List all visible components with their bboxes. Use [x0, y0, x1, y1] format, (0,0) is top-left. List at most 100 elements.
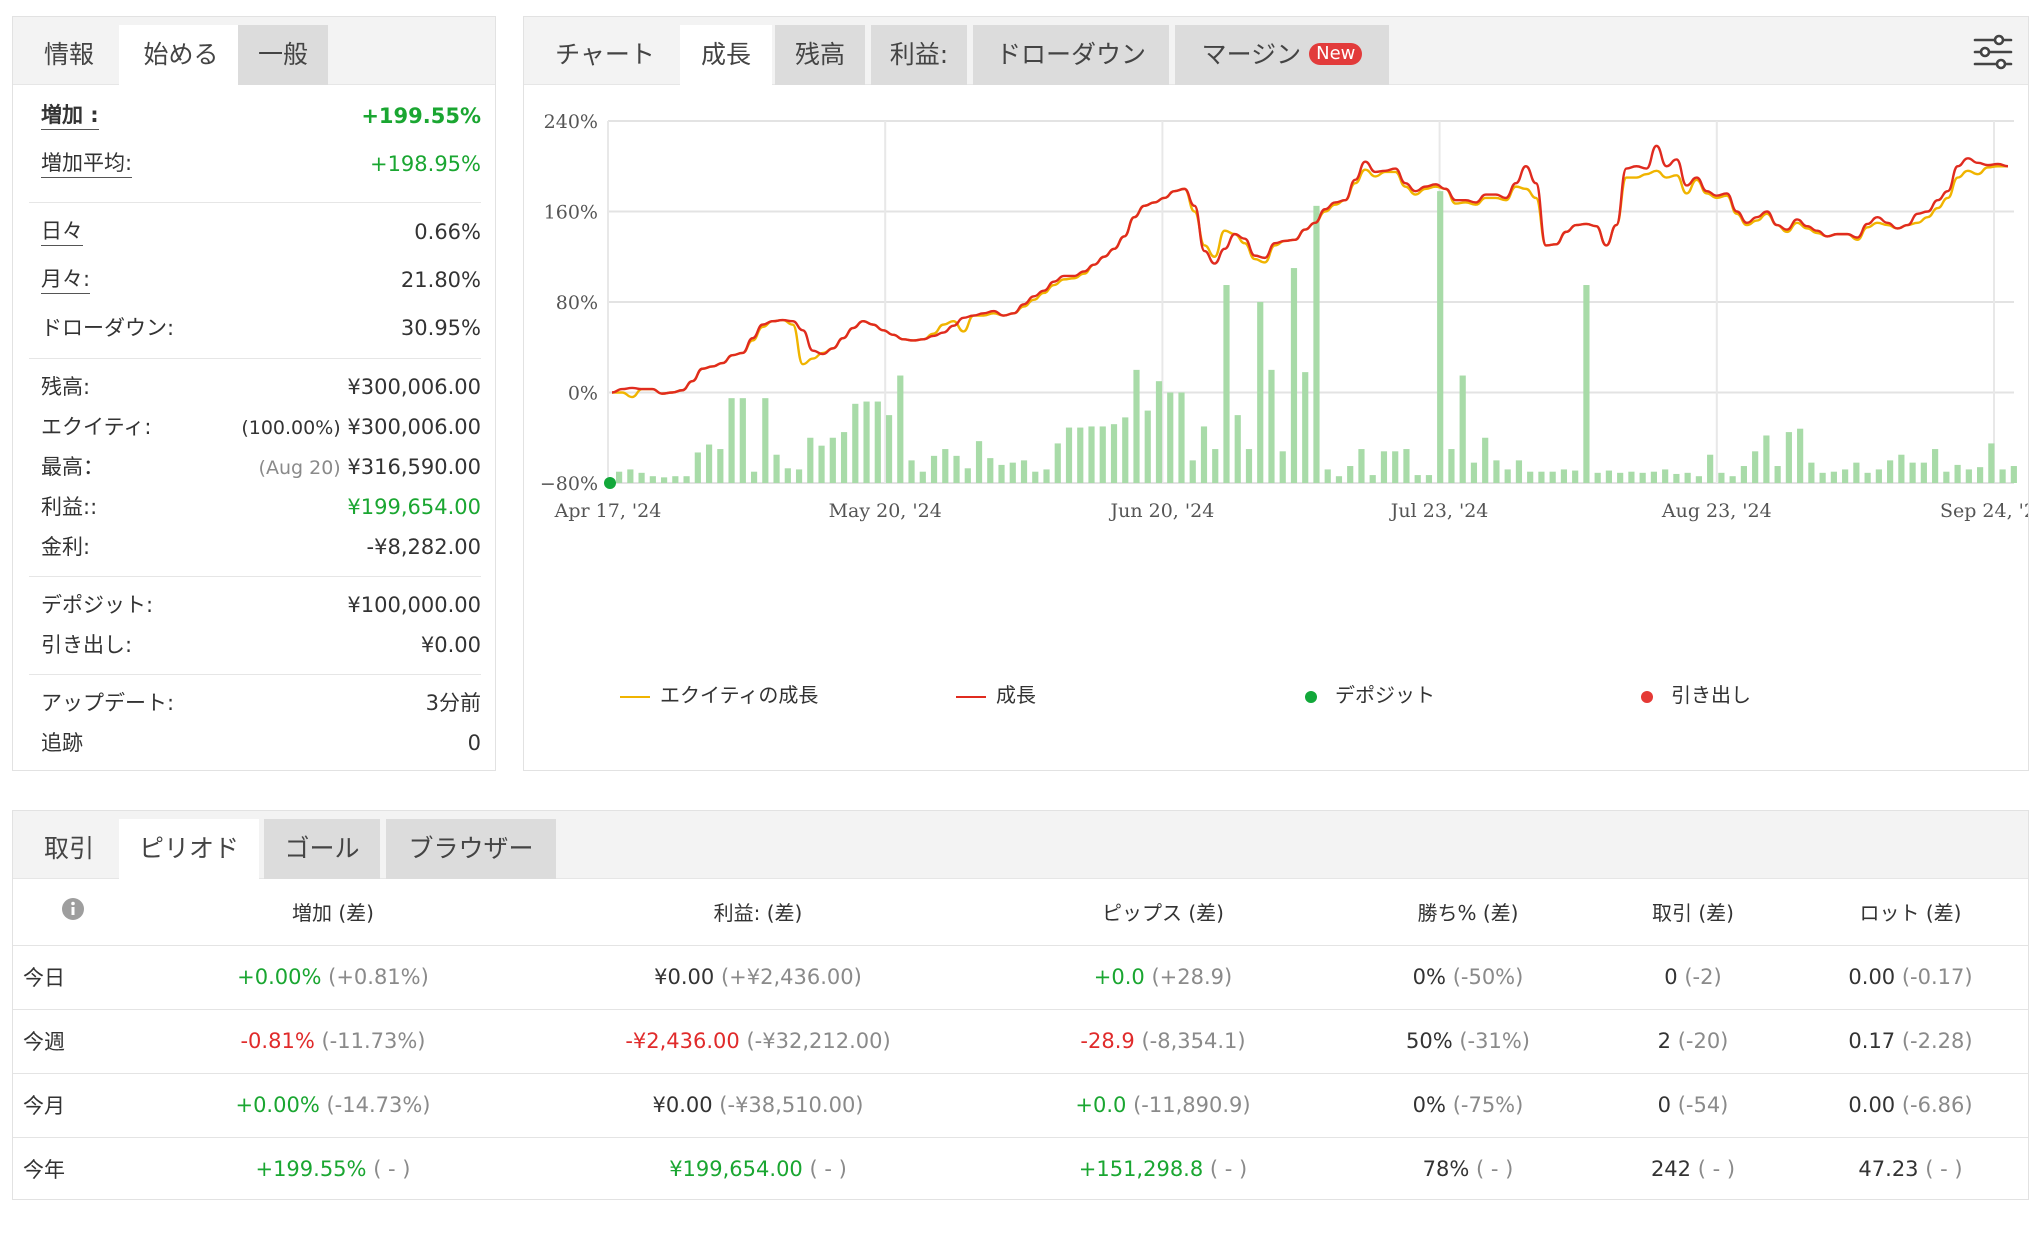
daily-bar: [1594, 472, 1601, 483]
tab-balance[interactable]: 残高: [775, 25, 865, 85]
sliders-icon[interactable]: [1972, 31, 2014, 73]
legend-deposit[interactable]: デポジット: [1305, 680, 1435, 710]
daily-bar: [1785, 432, 1792, 483]
daily-bar: [1909, 462, 1916, 483]
daily-bar: [1752, 451, 1759, 483]
cell-win: 0% (-75%): [1343, 1072, 1593, 1137]
daily-bar: [1482, 437, 1489, 483]
tab-browser[interactable]: ブラウザー: [386, 819, 556, 879]
daily-bar: [919, 471, 926, 483]
x-tick-label: Jul 23, '24: [1389, 500, 1489, 522]
daily-bar: [1954, 464, 1961, 483]
tab-period[interactable]: ピリオド: [119, 819, 259, 880]
daily-bar: [1392, 451, 1399, 483]
daily-bar: [1977, 467, 1984, 483]
daily-bar: [1358, 449, 1365, 483]
cell-profit: -¥2,436.00 (-¥32,212.00): [533, 1008, 983, 1073]
cell-lots: 0.00 (-6.86): [1793, 1072, 2028, 1137]
period-label: 今週: [13, 1008, 133, 1073]
daily-bar: [627, 469, 634, 483]
daily-bar: [1830, 471, 1837, 483]
daily-bar: [1617, 472, 1624, 483]
daily-bar: [1549, 471, 1556, 483]
daily-bar: [874, 401, 881, 483]
cell-value: 0.00: [1848, 965, 1896, 989]
stat-label[interactable]: 日々: [41, 217, 83, 246]
stat-value: +198.95%: [369, 152, 481, 176]
cell-diff: (-20): [1677, 1029, 1729, 1053]
daily-bar: [683, 476, 690, 483]
chart-tabbar: チャート 成長 残高 利益: ドローダウン マージン New: [524, 17, 2028, 86]
cell-diff: (-11,890.9): [1133, 1093, 1251, 1117]
daily-bar: [1943, 471, 1950, 483]
col-trades: 取引 (差): [1652, 901, 1734, 926]
tab-start[interactable]: 始める: [119, 25, 243, 86]
tab-growth[interactable]: 成長: [680, 25, 772, 86]
cell-diff: (-2): [1684, 965, 1722, 989]
stat-value: (100.00%) ¥300,006.00: [241, 410, 481, 445]
divider: [29, 202, 481, 203]
daily-bar: [1268, 369, 1275, 483]
daily-bar: [1527, 471, 1534, 483]
new-badge: New: [1309, 43, 1363, 65]
daily-bar: [2010, 466, 2017, 483]
daily-bar: [1077, 427, 1084, 483]
daily-bar: [1414, 475, 1421, 483]
daily-bar: [1965, 469, 1972, 483]
daily-bar: [1707, 454, 1714, 483]
daily-bar: [1515, 460, 1523, 483]
stat-label: エクイティ:: [41, 415, 152, 439]
daily-bar: [1628, 471, 1635, 483]
cell-value: ¥0.00: [654, 965, 715, 989]
daily-bar: [1797, 428, 1804, 483]
daily-bar: [807, 437, 814, 483]
daily-bar: [1009, 462, 1016, 483]
tab-drawdown[interactable]: ドローダウン: [973, 25, 1169, 85]
y-tick-label: 0%: [568, 383, 598, 405]
daily-bar: [1572, 470, 1579, 483]
cell-trades: 2 (-20): [1593, 1008, 1793, 1073]
daily-bar: [840, 432, 848, 483]
daily-bar: [885, 415, 893, 483]
daily-bar: [1808, 462, 1815, 483]
tab-chart[interactable]: チャート: [555, 40, 655, 69]
stat-value: 0: [467, 731, 481, 755]
stat-label[interactable]: 増加 :: [41, 101, 99, 130]
stat-value: (Aug 20) ¥316,590.00: [259, 450, 481, 485]
daily-bar: [1639, 472, 1646, 483]
growth-chart[interactable]: 240% 160% 80% 0% −80% Apr 17, '24 May 20, '24…: [524, 97, 2028, 657]
info-icon[interactable]: [13, 879, 133, 945]
chart-x-axis: Apr 17, '24 May 20, '24 Jun 20, '24 Jul 23,…: [554, 500, 2028, 522]
daily-bar: [1718, 472, 1725, 483]
cell-diff: ( - ): [1925, 1157, 1963, 1182]
x-tick-label: Sep 24, '24: [1940, 500, 2028, 522]
cell-gain: +199.55% ( - ): [133, 1136, 533, 1201]
daily-bar: [1335, 476, 1343, 483]
tab-general[interactable]: 一般: [238, 25, 328, 85]
deposit-marker: [604, 477, 616, 489]
stat-label[interactable]: 月々:: [41, 265, 91, 294]
cell-lots: 0.00 (-0.17): [1793, 944, 2028, 1009]
cell-diff: (-¥38,510.00): [719, 1093, 864, 1117]
legend-equity-growth[interactable]: エクイティの成長: [620, 680, 818, 710]
tab-profit[interactable]: 利益:: [871, 25, 967, 85]
tab-trades[interactable]: 取引: [43, 834, 94, 863]
col-lots: ロット (差): [1859, 901, 1962, 926]
tab-margin[interactable]: マージン New: [1175, 25, 1389, 85]
x-tick-label: Jun 20, '24: [1109, 500, 1215, 522]
chart-panel: チャート 成長 残高 利益: ドローダウン マージン New 240% 160% 80…: [523, 16, 2029, 771]
cell-diff: ( - ): [373, 1157, 411, 1182]
stat-deposits: デポジット: ¥100,000.00: [29, 588, 481, 622]
stat-abs-gain: 増加平均: +198.95%: [29, 147, 481, 181]
stat-label[interactable]: 増加平均:: [41, 149, 133, 178]
tab-margin-label: マージン: [1201, 40, 1302, 69]
legend-withdrawal[interactable]: 引き出し: [1641, 680, 1751, 710]
legend-growth[interactable]: 成長: [956, 680, 1036, 710]
stat-daily: 日々 0.66%: [29, 215, 481, 249]
tab-goals[interactable]: ゴール: [264, 819, 380, 879]
daily-bar: [694, 452, 701, 483]
legend-label: デポジット: [1335, 683, 1435, 707]
stat-value: 21.80%: [400, 268, 481, 292]
tab-info[interactable]: 情報: [43, 40, 94, 69]
daily-bar: [1932, 449, 1939, 483]
